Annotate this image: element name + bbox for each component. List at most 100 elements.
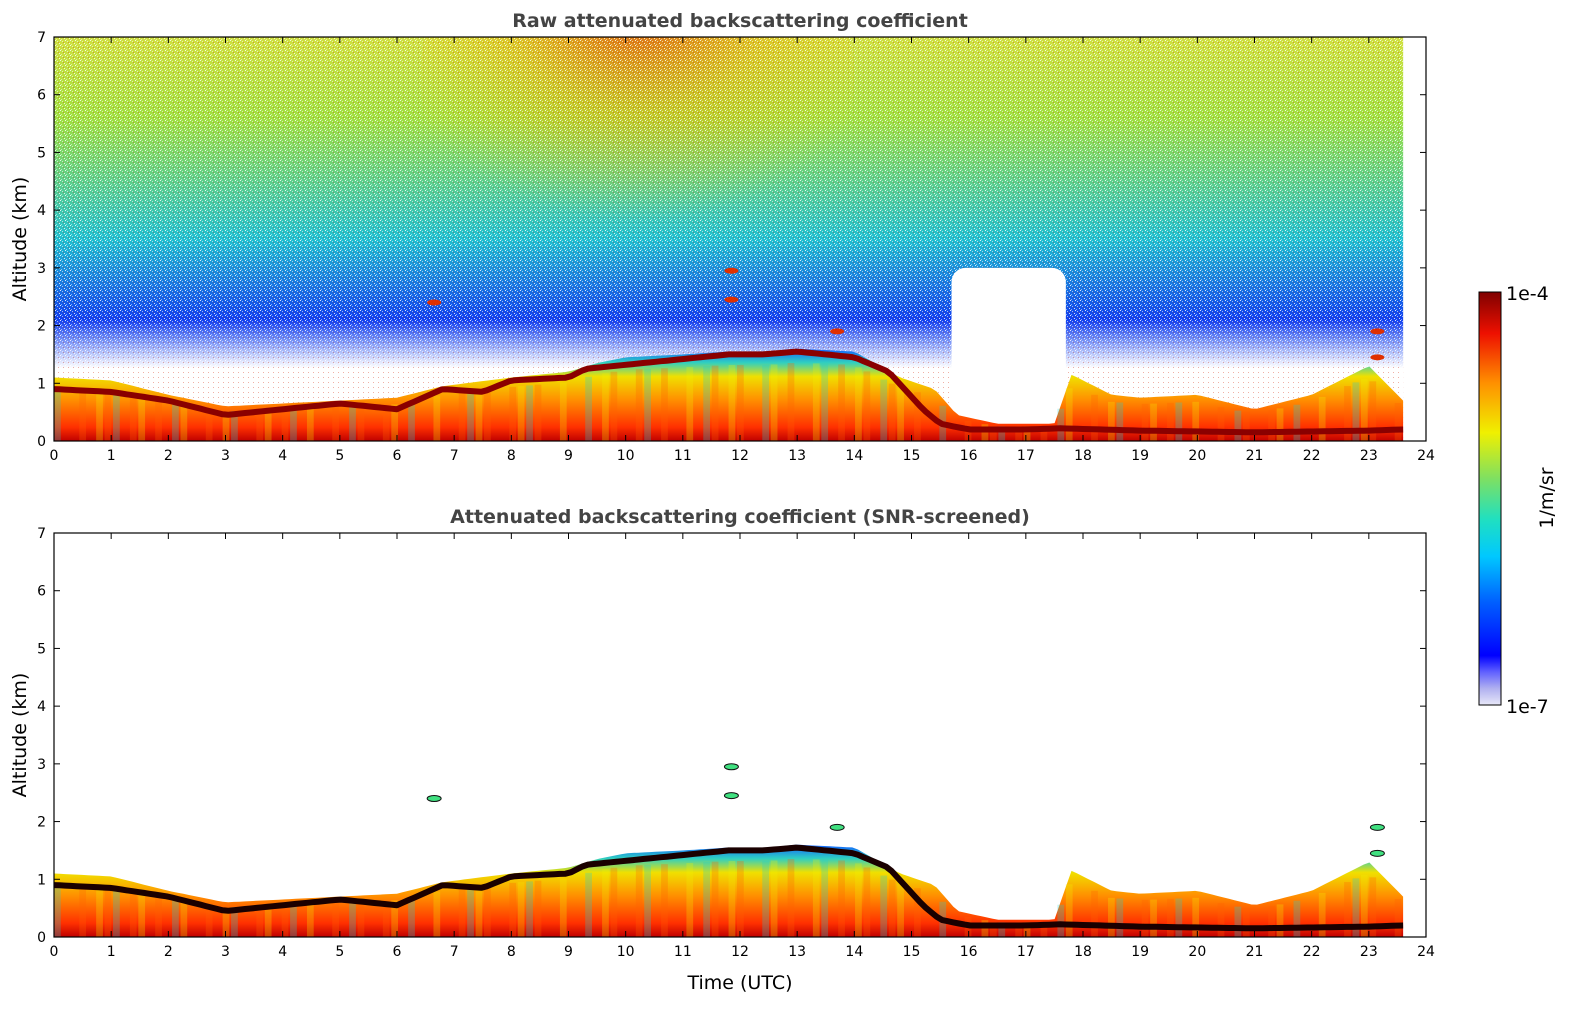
x-axis-label: Time (UTC) — [686, 972, 792, 994]
x-tick-label: 14 — [845, 944, 863, 960]
layer-streak — [264, 905, 272, 937]
layer-streak — [391, 404, 399, 441]
layer-streak — [526, 881, 533, 937]
layer-streak — [1192, 897, 1200, 937]
x-tick-label: 22 — [1303, 448, 1321, 464]
layer-streak — [54, 883, 61, 937]
x-tick-label: 19 — [1131, 944, 1149, 960]
cloud — [426, 794, 442, 802]
layer-streak — [981, 920, 989, 937]
layer-streak — [914, 392, 921, 441]
layer-streak — [770, 364, 778, 441]
x-tick-label: 14 — [845, 448, 863, 464]
x-tick-label: 17 — [1017, 944, 1035, 960]
layer-streak — [534, 880, 542, 937]
layer-streak — [1023, 426, 1031, 441]
axes: 0 1 2 3 4 5 6 7 8 9 10 11 12 13 14 15 16 17 18 19 20 21 22 23 24… — [37, 30, 1435, 464]
x-tick-label: 3 — [221, 944, 230, 960]
layer-streak — [1369, 877, 1377, 937]
layer-streak — [1091, 890, 1098, 937]
layer-streak — [138, 892, 146, 937]
x-tick-label: 12 — [731, 944, 749, 960]
layer-streak — [1150, 403, 1157, 441]
x-tick-label: 19 — [1131, 448, 1149, 464]
layer-streak — [1023, 922, 1031, 937]
layer-streak — [509, 882, 517, 937]
y-tick-label: 3 — [37, 757, 46, 773]
layer-streak — [1150, 899, 1157, 937]
layer-streak — [1015, 922, 1023, 937]
y-tick-label: 7 — [37, 30, 46, 46]
layer-streak — [1108, 897, 1115, 937]
x-tick-label: 7 — [450, 448, 459, 464]
layer-streak — [610, 867, 618, 937]
layer-streak — [585, 872, 592, 937]
x-tick-label: 24 — [1417, 944, 1435, 960]
x-tick-label: 21 — [1246, 448, 1264, 464]
elevated-layer — [54, 844, 1404, 932]
x-tick-label: 1 — [107, 944, 116, 960]
y-tick-label: 1 — [37, 872, 46, 888]
layer-streak — [1394, 899, 1402, 937]
x-tick-label: 2 — [164, 448, 173, 464]
layer-streak — [897, 387, 904, 441]
layer-streak — [1015, 426, 1023, 441]
layer-streak — [467, 887, 474, 937]
cloud — [724, 267, 739, 274]
colorbar-min-label: 1e-7 — [1506, 696, 1549, 718]
layer-streak — [180, 900, 188, 937]
layer-streak — [306, 903, 314, 937]
x-tick-label: 18 — [1074, 448, 1092, 464]
layer-streak — [1394, 403, 1402, 441]
layer-streak — [897, 883, 904, 937]
layer-streak — [1344, 386, 1351, 441]
layer-streak — [1141, 899, 1149, 937]
layer-streak — [812, 859, 820, 937]
layer-streak — [686, 366, 694, 441]
layer-streak — [1175, 402, 1183, 441]
layer-streak — [635, 865, 643, 937]
layer-streak — [458, 392, 466, 441]
x-tick-label: 15 — [903, 448, 921, 464]
layer-streak — [728, 364, 736, 441]
layer-streak — [1167, 402, 1174, 441]
layer-streak — [644, 864, 651, 937]
layer-streak — [231, 907, 238, 937]
colorbar: 1e-4 1e-7 1/m/sr — [1478, 283, 1558, 718]
y-tick-label: 3 — [37, 261, 46, 277]
layer-streak — [256, 410, 264, 441]
snr-screened-panel: Attenuated backscattering coefficient (S… — [9, 506, 1435, 994]
x-tick-label: 20 — [1188, 944, 1206, 960]
layer-streak — [998, 426, 1006, 441]
layer-streak — [736, 860, 744, 937]
colorbar-gradient — [1478, 291, 1502, 706]
x-tick-label: 22 — [1303, 944, 1321, 960]
layer-streak — [129, 394, 137, 441]
layer-streak — [728, 860, 736, 937]
layer-streak — [855, 367, 862, 441]
layer-streak — [1268, 906, 1275, 937]
layer-streak — [1217, 903, 1225, 937]
y-tick-label: 5 — [37, 641, 46, 657]
layer-streak — [998, 922, 1006, 937]
layer-streak — [113, 390, 120, 441]
layer-streak — [172, 403, 179, 441]
cloud — [1370, 354, 1385, 361]
layer-streak — [1057, 408, 1065, 441]
layer-streak — [349, 406, 356, 441]
plot-area — [54, 763, 1404, 937]
x-tick-label: 3 — [221, 448, 230, 464]
panel-title: Raw attenuated backscattering coefficien… — [512, 10, 968, 32]
layer-streak — [1108, 401, 1115, 441]
layer-streak — [787, 858, 795, 937]
layer-streak — [1234, 410, 1242, 441]
layer-streak — [138, 396, 146, 441]
x-tick-label: 0 — [50, 448, 59, 464]
layer-streak — [770, 860, 778, 937]
layer-streak — [79, 388, 87, 441]
layer-streak — [602, 869, 609, 937]
cloud — [829, 823, 845, 831]
layer-streak — [989, 425, 997, 441]
layer-streak — [635, 369, 643, 441]
layer-streak — [1192, 401, 1200, 441]
